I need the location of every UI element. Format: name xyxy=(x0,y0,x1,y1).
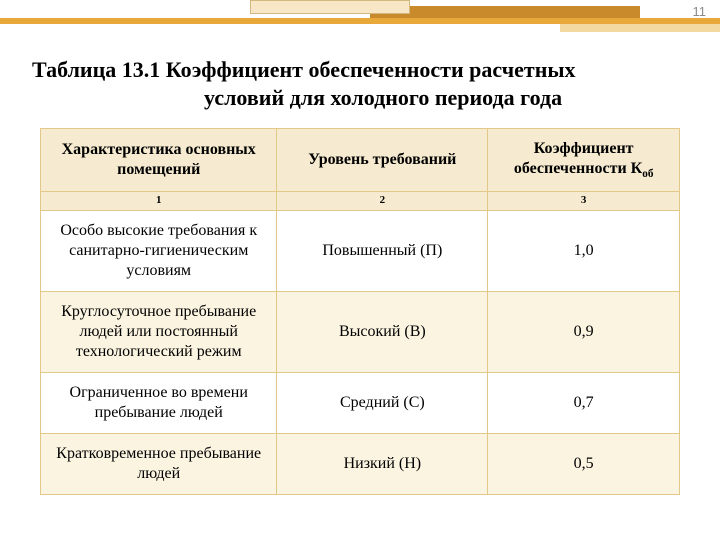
table-cell-col2: Низкий (Н) xyxy=(277,433,488,494)
table-cell-col2: Средний (С) xyxy=(277,372,488,433)
table-cell-col1: Ограниченное во времени пребывание людей xyxy=(41,372,277,433)
col-header-1: Характеристика основных помещений xyxy=(41,129,277,192)
column-number-row: 1 2 3 xyxy=(41,192,680,211)
title-line2: условий для холодного периода года xyxy=(32,84,688,112)
table-row: Кратковременное пребывание людейНизкий (… xyxy=(41,433,680,494)
table-row: Круглосуточное пребывание людей или пост… xyxy=(41,291,680,372)
table-cell-col2: Высокий (В) xyxy=(277,291,488,372)
page-number: 11 xyxy=(693,4,707,19)
title-line1: Таблица 13.1 Коэффициент обеспеченности … xyxy=(32,57,576,82)
col-header-3-sub: об xyxy=(642,168,653,180)
colnum-1: 1 xyxy=(41,192,277,211)
table-cell-col2: Повышенный (П) xyxy=(277,210,488,291)
coefficient-table: Характеристика основных помещений Уровен… xyxy=(40,128,680,495)
slide-title: Таблица 13.1 Коэффициент обеспеченности … xyxy=(32,56,688,111)
colnum-3: 3 xyxy=(488,192,680,211)
table-cell-col3: 0,7 xyxy=(488,372,680,433)
accent-box-light xyxy=(250,0,410,14)
table-cell-col1: Круглосуточное пребывание людей или пост… xyxy=(41,291,277,372)
table-cell-col1: Особо высокие требования к санитарно-гиг… xyxy=(41,210,277,291)
colnum-2: 2 xyxy=(277,192,488,211)
table-cell-col3: 1,0 xyxy=(488,210,680,291)
table-cell-col3: 0,5 xyxy=(488,433,680,494)
col-header-3-text: Коэффициент обеспеченности К xyxy=(514,140,642,177)
table-cell-col3: 0,9 xyxy=(488,291,680,372)
accent-bar-main xyxy=(0,18,720,24)
slide-accent-bars xyxy=(0,0,720,38)
table-row: Ограниченное во времени пребывание людей… xyxy=(41,372,680,433)
col-header-3: Коэффициент обеспеченности Коб xyxy=(488,129,680,192)
col-header-2: Уровень требований xyxy=(277,129,488,192)
accent-bar-dark xyxy=(370,6,640,18)
table-cell-col1: Кратковременное пребывание людей xyxy=(41,433,277,494)
table-row: Особо высокие требования к санитарно-гиг… xyxy=(41,210,680,291)
table-header-row: Характеристика основных помещений Уровен… xyxy=(41,129,680,192)
accent-bar-light xyxy=(560,24,720,32)
